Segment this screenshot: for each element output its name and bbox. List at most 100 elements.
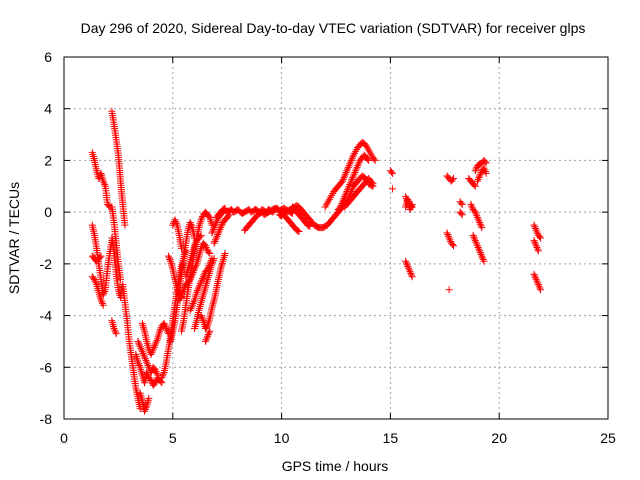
data-point xyxy=(90,275,98,283)
data-point xyxy=(535,282,543,290)
data-point xyxy=(212,234,220,242)
data-point xyxy=(533,228,541,236)
data-point xyxy=(476,247,484,255)
data-point xyxy=(347,158,355,166)
x-tick-labels: 0 5 10 15 20 25 xyxy=(60,430,616,446)
data-point xyxy=(407,269,415,277)
data-point xyxy=(160,319,168,327)
data-point xyxy=(146,375,154,383)
data-point xyxy=(209,227,217,235)
data-point xyxy=(135,339,143,347)
data-point xyxy=(205,329,213,337)
data-point xyxy=(220,205,228,213)
data-point xyxy=(346,160,354,168)
x-tick-label: 15 xyxy=(383,430,399,446)
data-point xyxy=(354,160,362,168)
data-point xyxy=(178,291,186,299)
data-point xyxy=(344,186,352,194)
data-point xyxy=(530,237,538,245)
data-point xyxy=(210,255,218,263)
data-point xyxy=(178,289,186,297)
data-point xyxy=(387,168,395,176)
data-point xyxy=(341,172,349,180)
y-tick-label: -8 xyxy=(40,411,53,427)
data-point xyxy=(145,394,153,402)
data-point xyxy=(349,153,357,161)
data-point xyxy=(349,174,357,182)
data-point xyxy=(340,194,348,202)
data-point xyxy=(142,404,150,412)
data-point xyxy=(138,348,146,356)
data-point xyxy=(531,272,539,280)
data-point xyxy=(471,208,479,216)
data-point xyxy=(472,238,480,246)
data-point xyxy=(213,232,221,240)
data-point xyxy=(150,365,158,373)
data-point xyxy=(144,372,152,380)
data-point xyxy=(448,240,456,248)
data-point xyxy=(139,349,147,357)
data-point xyxy=(215,227,223,235)
data-point xyxy=(135,341,143,349)
y-tick-label: -2 xyxy=(40,256,53,272)
data-point xyxy=(148,347,156,355)
data-point xyxy=(136,405,144,413)
data-point xyxy=(143,370,151,378)
data-point xyxy=(149,345,157,353)
data-point xyxy=(191,240,199,248)
data-point xyxy=(121,221,129,229)
x-tick-label: 20 xyxy=(491,430,507,446)
data-point xyxy=(191,263,199,271)
data-point xyxy=(339,175,347,183)
data-point xyxy=(450,242,458,250)
data-point xyxy=(210,239,218,247)
data-point xyxy=(443,229,451,237)
data-point xyxy=(535,233,543,241)
data-point xyxy=(339,177,347,185)
data-point xyxy=(198,313,206,321)
data-point xyxy=(224,212,232,220)
data-point xyxy=(533,243,541,251)
data-point xyxy=(144,362,152,370)
data-point xyxy=(148,349,156,357)
x-tick-label: 10 xyxy=(274,430,290,446)
data-point xyxy=(447,237,455,245)
data-point xyxy=(343,187,351,195)
data-point xyxy=(405,266,413,274)
data-point xyxy=(470,181,478,189)
data-point xyxy=(217,222,225,230)
data-point xyxy=(482,159,490,167)
data-point xyxy=(364,155,372,163)
data-point xyxy=(221,204,229,212)
data-point xyxy=(172,218,180,226)
data-point xyxy=(101,287,109,295)
data-point xyxy=(404,262,412,270)
data-point xyxy=(295,228,303,236)
data-point xyxy=(473,240,481,248)
data-point xyxy=(178,244,186,252)
data-point xyxy=(156,327,164,335)
data-point xyxy=(199,275,207,283)
data-point xyxy=(353,163,361,171)
data-point xyxy=(157,324,165,332)
data-point xyxy=(206,250,214,258)
data-point xyxy=(199,315,207,323)
data-point xyxy=(445,286,453,294)
data-point xyxy=(349,172,357,180)
data-point xyxy=(472,210,480,218)
y-tick-label: -6 xyxy=(40,359,53,375)
data-point xyxy=(341,191,349,199)
data-point xyxy=(354,162,362,170)
data-point xyxy=(533,277,541,285)
y-tick-labels: -8 -6 -4 -2 0 2 4 6 xyxy=(40,49,53,427)
data-point xyxy=(477,222,485,230)
data-point xyxy=(351,168,359,176)
data-point xyxy=(196,281,204,289)
data-point xyxy=(218,220,226,228)
data-point xyxy=(112,330,120,338)
data-point xyxy=(141,353,149,361)
data-point xyxy=(448,176,456,184)
data-point xyxy=(474,215,482,223)
data-point xyxy=(534,279,542,287)
